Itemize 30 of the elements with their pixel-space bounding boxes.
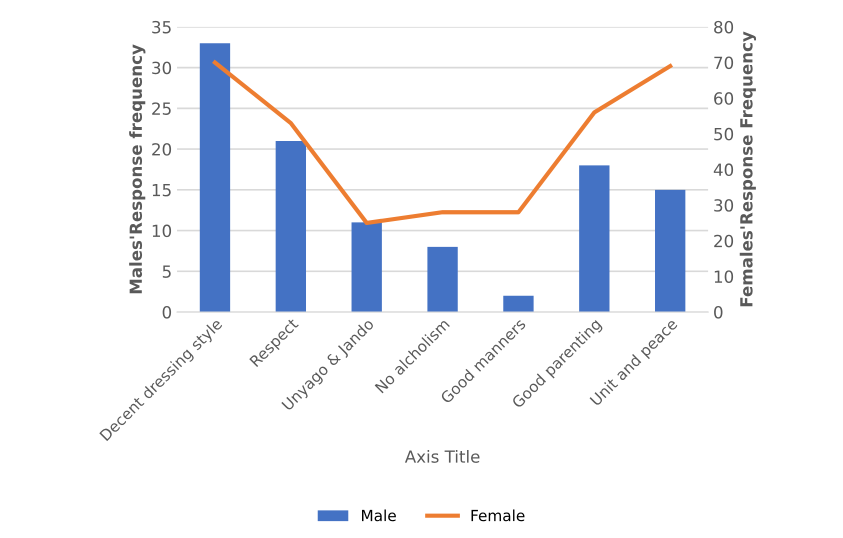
y-tick-label: 0 (162, 306, 172, 319)
y2-tick-label: 70 (714, 56, 734, 70)
bar (352, 222, 382, 312)
y2-tick-label: 80 (714, 20, 734, 34)
legend-label: Female (472, 509, 524, 522)
y2-tick-label: 30 (714, 199, 734, 212)
y-tick-label: 10 (152, 224, 172, 238)
y-tick-label: 20 (152, 143, 172, 156)
y-axis-title: Males'Response frequency (129, 44, 146, 294)
y2-tick-label: 20 (714, 234, 734, 248)
y-tick-label: 15 (152, 184, 171, 196)
bar (276, 140, 306, 312)
y2-tick-label: 10 (714, 270, 734, 283)
y-tick-label: 25 (152, 102, 171, 115)
bar (200, 43, 230, 312)
y2-axis-title: Females'Response Frequency (740, 31, 756, 306)
y2-tick-label: 0 (714, 306, 722, 319)
legend-label: Male (362, 509, 396, 522)
y-tick-label: 30 (152, 62, 172, 74)
bar (579, 165, 610, 312)
bar (655, 190, 686, 312)
bar (427, 246, 458, 312)
y2-tick-label: 40 (714, 163, 734, 176)
y2-tick-label: 50 (714, 128, 734, 140)
y-tick-label: 35 (152, 20, 171, 34)
y2-tick-label: 60 (714, 92, 734, 105)
bar (503, 296, 534, 312)
y-tick-label: 5 (162, 265, 171, 278)
x-axis-title: Axis Title (404, 450, 480, 463)
line-series (212, 60, 672, 226)
